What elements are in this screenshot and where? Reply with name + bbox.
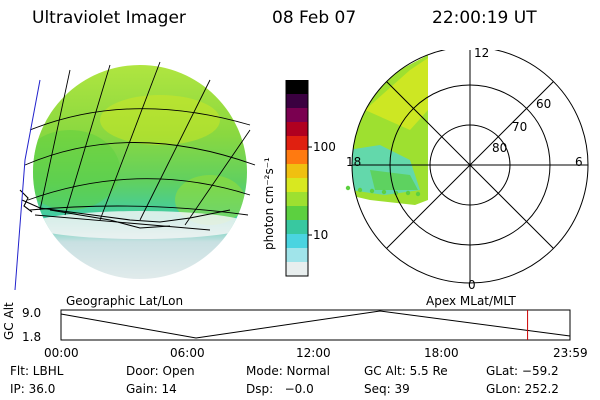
- colorbar-cell: [286, 248, 308, 263]
- mlat-label-70: 70: [512, 120, 528, 134]
- geographic-panel-label: Geographic Lat/Lon: [66, 294, 184, 308]
- info-gain: Gain: 14: [126, 382, 177, 396]
- colorbar-cell: [286, 192, 308, 207]
- info-mode: Mode: Normal: [246, 364, 330, 378]
- info-seq: Seq: 39: [364, 382, 410, 396]
- mlt-label-12: 12: [474, 46, 490, 60]
- colorbar-cell: [286, 262, 308, 277]
- info-filter: Flt: LBHL: [10, 364, 64, 378]
- colorbar-cell: [286, 220, 308, 235]
- timeline-y-tick-max: 9.0: [22, 306, 42, 320]
- colorbar-unit-label: photon cm⁻²s⁻¹: [262, 157, 276, 250]
- colorbar-cell: [286, 136, 308, 151]
- colorbar-cell: [286, 108, 308, 123]
- mlt-label-0: 0: [468, 278, 476, 292]
- timeline-y-tick-min: 1.8: [22, 330, 42, 344]
- colorbar-cell: [286, 150, 308, 165]
- coastlines: [19, 189, 231, 229]
- colorbar-tick-10: 10: [313, 228, 329, 242]
- polar-panel-label: Apex MLat/MLT: [426, 294, 516, 308]
- mlat-label-60: 60: [536, 97, 552, 111]
- info-glat: GLat: −59.2: [486, 364, 559, 378]
- info-dsp: Dsp: −0.0: [246, 382, 314, 396]
- polar-uv-image: [352, 55, 428, 205]
- timeline-x-tick-2359: 23:59: [553, 346, 588, 360]
- mlt-label-18: 18: [346, 155, 362, 169]
- colorbar-cell: [286, 122, 308, 137]
- altitude-timeline: [60, 309, 571, 341]
- uv-intensity-image: [33, 65, 247, 279]
- colorbar-cell: [286, 206, 308, 221]
- polar-dots: [345, 185, 421, 197]
- colorbar: [285, 80, 312, 277]
- colorbar-cell: [286, 80, 308, 95]
- colorbar-cell: [286, 164, 308, 179]
- info-glon: GLon: 252.2: [486, 382, 559, 396]
- timeline-x-tick-0000: 00:00: [44, 346, 79, 360]
- timeline-x-tick-1200: 12:00: [296, 346, 331, 360]
- instrument-title: Ultraviolet Imager: [32, 8, 186, 28]
- info-gc-alt: GC Alt: 5.5 Re: [364, 364, 448, 378]
- time-label: 22:00:19 UT: [432, 8, 537, 28]
- timeline-axis-label: GC Alt: [2, 302, 16, 340]
- polar-mlt-panel: [345, 50, 589, 284]
- altitude-curve: [60, 310, 571, 339]
- terminator-line: [14, 79, 41, 290]
- info-door: Door: Open: [126, 364, 195, 378]
- geographic-image-panel: [14, 61, 256, 290]
- mlat-label-80: 80: [492, 141, 508, 155]
- polar-grid: [351, 50, 589, 284]
- colorbar-cell: [286, 94, 308, 109]
- timeline-x-tick-1800: 18:00: [424, 346, 459, 360]
- colorbar-cell: [286, 234, 308, 249]
- mlt-label-6: 6: [575, 155, 583, 169]
- colorbar-tick-100: 100: [313, 140, 336, 154]
- timeline-x-tick-0600: 06:00: [170, 346, 205, 360]
- date-label: 08 Feb 07: [272, 8, 357, 28]
- info-ip: IP: 36.0: [10, 382, 56, 396]
- colorbar-cell: [286, 178, 308, 193]
